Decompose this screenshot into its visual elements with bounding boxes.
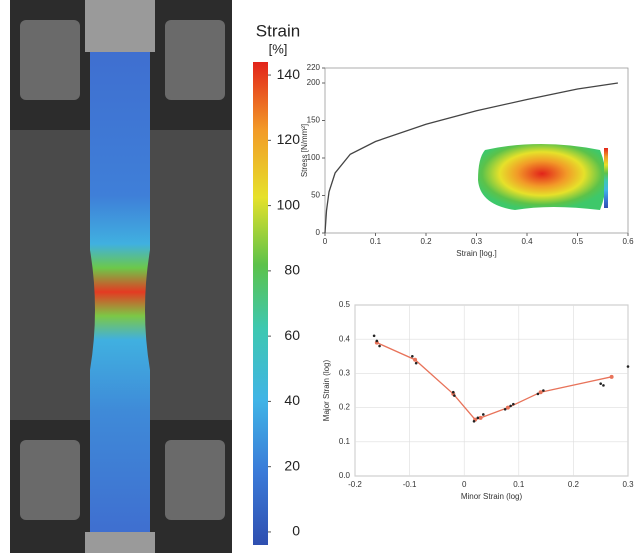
data-point [542,389,545,392]
colorbar-label: 80 [284,262,300,278]
data-point [482,413,485,416]
y-tick-label: 0.1 [339,437,351,446]
data-point [536,392,540,396]
y-tick-label: 220 [307,63,321,72]
y-tick-label: 150 [307,116,321,125]
data-line [376,342,612,421]
x-tick-label: -0.2 [348,480,362,489]
line-marker [505,405,510,410]
data-point [451,390,455,394]
colorbar-title: Strain [256,21,300,40]
data-point [602,384,605,387]
colorbar-label: 20 [284,457,300,473]
data-point [375,339,379,343]
x-tick-label: 0 [462,480,467,489]
x-tick-label: 0.4 [521,237,533,246]
y-tick-label: 0.5 [339,300,351,309]
y-tick-label: 0.3 [339,369,351,378]
specimen-photo [10,0,232,553]
data-point [453,394,456,397]
colorbar-gradient [253,62,268,545]
y-axis-label: Stress [N/mm²] [300,124,309,177]
y-tick-label: 0.2 [339,403,351,412]
colorbar: Strain[%] 0 20 40 60 80 100 120 140 [256,21,300,538]
x-axis-label: Strain [log.] [456,249,496,258]
data-point [626,365,630,368]
y-axis-label: Major Strain (log) [322,359,331,421]
data-point [512,402,515,406]
x-tick-label: 0.2 [568,480,580,489]
x-tick-label: 0 [323,237,328,246]
colorbar-label: 120 [277,131,301,147]
x-tick-label: 0.1 [513,480,525,489]
x-tick-label: 0.3 [622,480,634,489]
colorbar-unit: [%] [269,41,288,56]
data-point [509,404,512,408]
colorbar-label: 140 [277,66,301,82]
y-tick-label: 100 [307,153,321,162]
data-point [599,382,602,385]
data-point [372,334,376,338]
colorbar-label: 0 [292,523,300,539]
y-tick-label: 200 [307,78,321,87]
y-tick-label: 0.4 [339,334,351,343]
x-tick-label: 0.6 [622,237,634,246]
x-tick-label: 0.2 [420,237,432,246]
line-marker [538,390,543,395]
data-point [378,344,381,348]
x-tick-label: 0.3 [471,237,483,246]
data-point [472,419,476,423]
x-tick-label: 0.5 [572,237,584,246]
data-point [476,416,480,420]
data-point [503,408,507,411]
colorbar-label: 60 [284,327,300,343]
y-tick-label: 0 [316,228,321,237]
x-tick-label: 0.1 [370,237,382,246]
data-point [411,355,414,358]
plot-frame [354,304,629,477]
line-marker [413,357,418,362]
data-point [414,361,418,365]
inset-heatmap [478,144,608,210]
y-tick-label: 50 [311,191,320,200]
line-marker [609,374,614,379]
data-line [324,82,618,234]
y-tick-label: 0.0 [339,471,351,480]
colorbar-label: 40 [284,392,300,408]
x-tick-label: -0.1 [403,480,417,489]
colorbar-label: 100 [277,196,301,212]
x-axis-label: Minor Strain (log) [461,492,523,501]
line-marker [478,415,483,420]
